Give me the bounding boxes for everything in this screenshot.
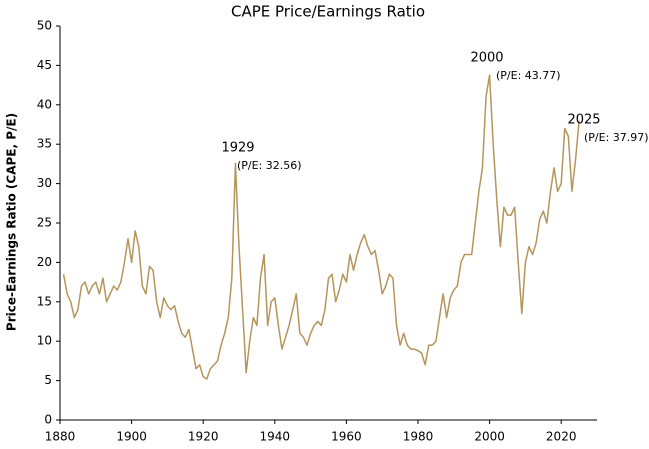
x-tick-label: 1920 bbox=[188, 430, 219, 444]
annotation-year: 1929 bbox=[221, 141, 254, 156]
x-tick-label: 1940 bbox=[260, 430, 291, 444]
y-tick-label: 10 bbox=[37, 334, 52, 348]
y-tick-label: 25 bbox=[37, 216, 52, 230]
x-tick-label: 1900 bbox=[116, 430, 147, 444]
y-tick-label: 0 bbox=[44, 413, 52, 427]
annotation-value: (P/E: 43.77) bbox=[496, 69, 561, 82]
x-tick-label: 1880 bbox=[45, 430, 76, 444]
y-tick-label: 45 bbox=[37, 58, 52, 72]
y-tick-label: 15 bbox=[37, 294, 52, 308]
annotation-year: 2025 bbox=[567, 113, 600, 128]
x-tick-label: 1960 bbox=[331, 430, 362, 444]
line-series bbox=[62, 74, 580, 380]
x-tick-label: 2000 bbox=[474, 430, 505, 444]
y-tick-label: 5 bbox=[44, 373, 52, 387]
y-tick-label: 40 bbox=[37, 97, 52, 111]
y-tick-label: 50 bbox=[37, 19, 52, 33]
y-tick-label: 20 bbox=[37, 255, 52, 269]
x-tick-label: 1980 bbox=[403, 430, 434, 444]
y-tick-label: 35 bbox=[37, 137, 52, 151]
annotation-value: (P/E: 37.97) bbox=[584, 131, 649, 144]
annotation-year: 2000 bbox=[470, 51, 503, 66]
annotation-value: (P/E: 32.56) bbox=[237, 159, 302, 172]
chart-title: CAPE Price/Earnings Ratio bbox=[231, 3, 425, 21]
y-tick-label: 30 bbox=[37, 176, 52, 190]
x-tick-label: 2020 bbox=[546, 430, 577, 444]
y-axis-label: Price-Earnings Ratio (CAPE, P/E) bbox=[5, 113, 19, 331]
